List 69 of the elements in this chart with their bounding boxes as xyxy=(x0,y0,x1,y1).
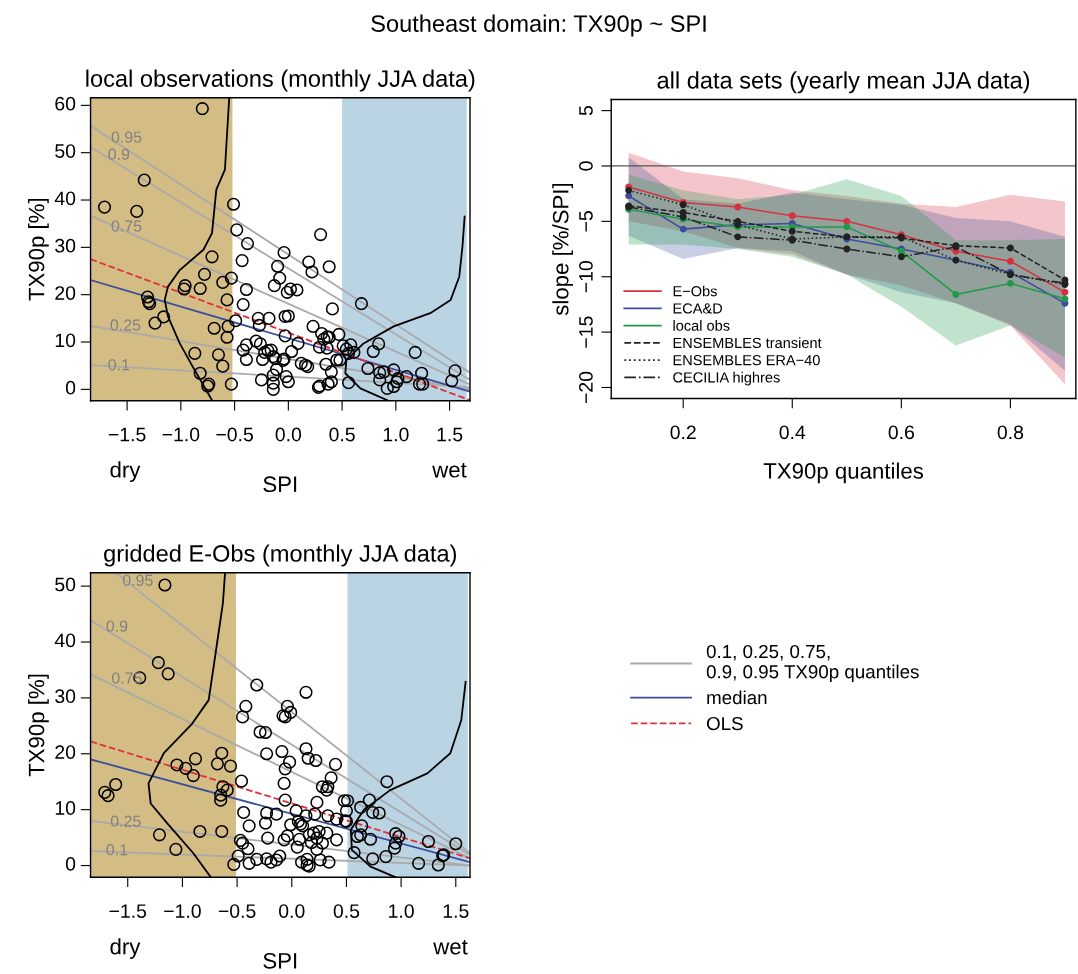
band-label: dry xyxy=(110,461,141,482)
legend-label: OLS xyxy=(706,716,743,731)
annotation: 0.95 xyxy=(122,574,153,586)
x-tick-label: −1.0 xyxy=(164,904,201,918)
y-tick-label: −20 xyxy=(579,371,593,404)
x-tick-label: −1.0 xyxy=(162,427,200,442)
annotation: 0.9 xyxy=(108,148,130,160)
legend-label: 0.1, 0.25, 0.75, 0.9, 0.95 TX90p quantiles xyxy=(706,644,919,683)
x-axis-title: SPI xyxy=(263,476,297,493)
x-tick-label: 0.8 xyxy=(997,425,1024,440)
x-tick-label: −0.5 xyxy=(218,904,256,918)
y-axis-title: TX90p [%] xyxy=(28,674,49,777)
chart-title: all data sets (yearly mean JJA data) xyxy=(657,71,1030,94)
y-tick-label: 60 xyxy=(55,96,76,111)
x-tick-label: 0.4 xyxy=(779,425,806,440)
band-label: wet xyxy=(433,939,468,955)
x-axis-title: TX90p quantiles xyxy=(763,462,924,484)
x-tick-label: 0.2 xyxy=(670,425,696,440)
annotation: 0.95 xyxy=(111,131,142,143)
y-tick-label: 20 xyxy=(55,286,76,300)
legend-label: ECA&D xyxy=(673,303,723,314)
annotation: 0.1 xyxy=(106,843,128,856)
x-tick-label: −1.5 xyxy=(109,904,147,918)
legend-label: median xyxy=(707,690,767,705)
y-tick-label: 50 xyxy=(55,144,76,158)
legend-label: ENSEMBLES ERA−40 xyxy=(673,354,820,366)
x-tick-label: 1.5 xyxy=(437,427,463,442)
y-axis-title: slope [%/SPI] xyxy=(552,183,573,316)
x-tick-label: 0.0 xyxy=(279,904,305,918)
legend-label: CECILIA highres xyxy=(673,371,780,386)
y-tick-label: −5 xyxy=(579,211,593,232)
legend-label: ENSEMBLES transient xyxy=(673,337,822,349)
y-tick-label: 10 xyxy=(55,801,76,815)
legend-label: local obs xyxy=(673,320,730,331)
legend-label: E−Obs xyxy=(673,285,717,297)
y-tick-label: 30 xyxy=(55,689,76,704)
y-tick-label: 50 xyxy=(55,577,76,592)
chart-title: local observations (monthly JJA data) xyxy=(86,69,475,92)
y-tick-label: −10 xyxy=(579,261,593,293)
annotation: 0.75 xyxy=(111,220,142,232)
annotation: 0.25 xyxy=(110,815,141,827)
x-tick-label: −1.5 xyxy=(108,427,146,442)
x-tick-label: 0.5 xyxy=(333,904,360,918)
y-tick-label: 0 xyxy=(65,857,76,871)
x-axis-title: SPI xyxy=(263,952,297,969)
y-tick-label: 5 xyxy=(579,106,593,116)
annotation: 0.1 xyxy=(108,359,130,371)
y-axis-title: TX90p [%] xyxy=(28,198,49,301)
x-tick-label: 1.0 xyxy=(389,904,414,918)
band-label: wet xyxy=(432,463,467,478)
y-tick-label: 20 xyxy=(55,745,76,759)
band-label: dry xyxy=(110,938,141,959)
x-tick-label: 0.6 xyxy=(888,425,914,440)
y-tick-label: 40 xyxy=(54,191,76,206)
y-tick-label: 10 xyxy=(55,333,76,348)
y-tick-label: 0 xyxy=(65,380,76,395)
chart-title: gridded E-Obs (monthly JJA data) xyxy=(104,544,456,567)
annotation: 0.9 xyxy=(106,620,128,632)
y-tick-label: 30 xyxy=(55,238,76,253)
x-tick-label: 0.0 xyxy=(275,427,302,442)
x-tick-label: 1.5 xyxy=(443,904,469,918)
x-tick-label: 1.0 xyxy=(383,427,409,442)
y-tick-label: −15 xyxy=(579,316,593,348)
text: Southeast domain: TX90p ~ SPI xyxy=(371,14,706,37)
y-tick-label: 40 xyxy=(54,633,76,648)
annotation: 0.25 xyxy=(110,319,141,331)
y-tick-label: 0 xyxy=(579,161,593,171)
x-tick-label: 0.5 xyxy=(329,427,355,442)
x-tick-label: −0.5 xyxy=(216,427,253,442)
